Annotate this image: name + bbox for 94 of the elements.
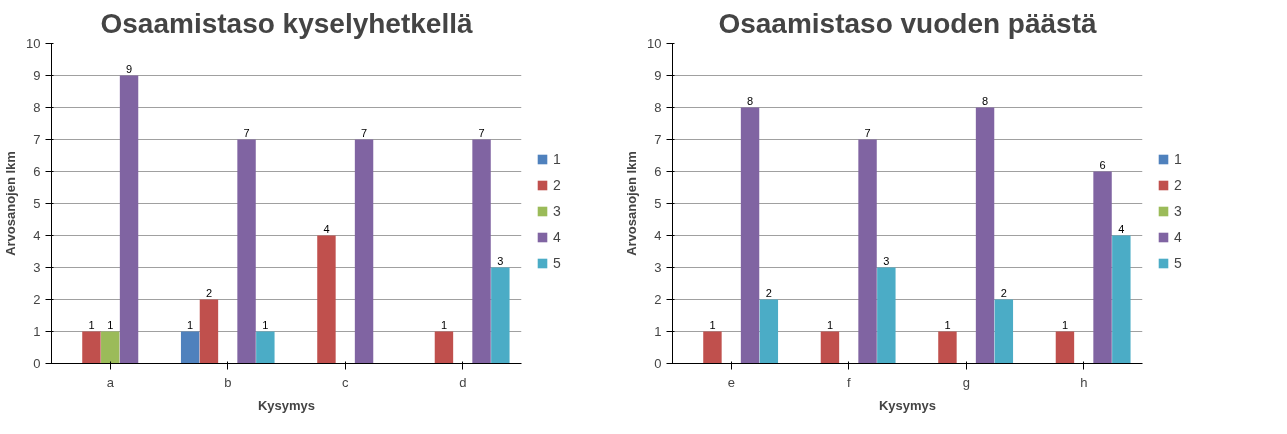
- x-tick-label: h: [1080, 374, 1088, 390]
- y-tick-label: 3: [33, 260, 41, 275]
- legend-label: 3: [553, 202, 562, 219]
- legend-label: 2: [1174, 176, 1183, 193]
- y-tick-label: 10: [26, 36, 41, 51]
- data-label: 1: [187, 318, 194, 331]
- bar: [759, 299, 779, 364]
- x-tick-label: g: [962, 374, 970, 390]
- bar: [820, 331, 840, 364]
- legend-label: 4: [1174, 228, 1183, 245]
- legend-label: 2: [553, 176, 562, 193]
- y-tick-label: 2: [33, 292, 41, 307]
- data-label: 7: [243, 126, 250, 139]
- bar: [180, 331, 200, 364]
- legend-label: 5: [553, 254, 562, 271]
- bar: [199, 299, 219, 364]
- data-label: 4: [323, 222, 330, 235]
- x-axis-title: Kysymys: [257, 397, 316, 413]
- y-tick-label: 0: [654, 356, 662, 371]
- data-label: 9: [125, 62, 133, 75]
- y-tick-label: 6: [654, 164, 662, 179]
- bar: [101, 331, 120, 364]
- bar: [1093, 171, 1112, 364]
- bar: [472, 139, 491, 364]
- y-axis-title: Arvosanojen lkm: [624, 151, 640, 256]
- x-tick-label: f: [846, 374, 851, 390]
- legend-label: 3: [1174, 202, 1183, 219]
- bar: [994, 299, 1014, 364]
- y-tick-label: 5: [654, 196, 662, 211]
- data-label: 1: [1061, 318, 1069, 331]
- y-tick-label: 4: [654, 228, 662, 243]
- data-label: 1: [262, 318, 269, 331]
- y-tick-label: 9: [33, 68, 41, 83]
- y-tick-label: 9: [654, 68, 662, 83]
- bar: [740, 107, 760, 364]
- bar: [82, 331, 101, 364]
- chart-title: Osaamistaso vuoden päästä: [718, 7, 1097, 39]
- y-tick-label: 2: [654, 292, 662, 307]
- x-tick-label: c: [342, 374, 349, 390]
- y-tick-label: 7: [654, 132, 662, 147]
- data-label: 7: [360, 126, 368, 139]
- y-tick-label: 3: [654, 260, 662, 275]
- y-tick-label: 0: [33, 356, 41, 371]
- bar: [256, 331, 275, 364]
- data-label: 7: [864, 126, 871, 139]
- bar: [975, 107, 995, 364]
- bar: [434, 331, 454, 364]
- y-tick-label: 1: [33, 324, 41, 339]
- bar: [938, 331, 957, 364]
- bar: [491, 267, 510, 364]
- y-tick-label: 8: [33, 100, 41, 115]
- data-label: 1: [440, 318, 448, 331]
- y-tick-label: 6: [33, 164, 41, 179]
- data-label: 1: [88, 318, 95, 331]
- chart-title: Osaamistaso kyselyhetkellä: [100, 7, 473, 39]
- x-tick-label: a: [106, 374, 115, 390]
- x-tick-label: d: [459, 374, 467, 390]
- legend-label: 4: [553, 228, 562, 245]
- data-label: 8: [746, 94, 754, 107]
- x-tick-label: b: [224, 374, 232, 390]
- data-label: 4: [1118, 222, 1125, 235]
- data-label: 3: [883, 254, 890, 267]
- data-label: 6: [1099, 158, 1106, 171]
- legend-label: 5: [1174, 254, 1183, 271]
- data-label: 8: [981, 94, 989, 107]
- data-label: 1: [826, 318, 834, 331]
- data-label: 3: [497, 254, 504, 267]
- bar: [703, 331, 722, 364]
- bar: [1112, 235, 1131, 364]
- y-tick-label: 7: [33, 132, 41, 147]
- bar: [354, 139, 374, 364]
- y-tick-label: 4: [33, 228, 41, 243]
- data-label: 1: [944, 318, 951, 331]
- y-tick-label: 8: [654, 100, 662, 115]
- bar: [858, 139, 877, 364]
- data-label: 7: [478, 126, 485, 139]
- data-label: 2: [205, 286, 213, 299]
- bar: [237, 139, 256, 364]
- y-tick-label: 1: [654, 324, 662, 339]
- legend-label: 1: [553, 150, 562, 167]
- bar: [877, 267, 896, 364]
- data-label: 1: [107, 318, 114, 331]
- bar: [317, 235, 336, 364]
- bar: [1055, 331, 1075, 364]
- y-tick-label: 10: [647, 36, 662, 51]
- x-axis-title: Kysymys: [878, 397, 937, 413]
- data-label: 2: [1000, 286, 1007, 299]
- data-label: 1: [709, 318, 716, 331]
- y-tick-label: 5: [33, 196, 41, 211]
- x-tick-label: e: [727, 374, 735, 390]
- bar: [119, 75, 139, 364]
- y-axis-title: Arvosanojen lkm: [3, 151, 19, 256]
- legend-label: 1: [1174, 150, 1183, 167]
- data-label: 2: [765, 286, 772, 299]
